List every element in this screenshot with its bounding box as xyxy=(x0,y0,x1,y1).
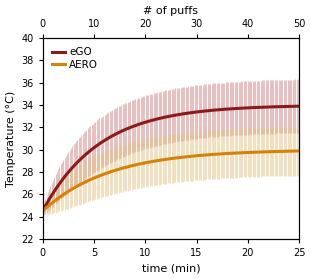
Line: eGO: eGO xyxy=(43,106,299,211)
AERO xyxy=(164,158,168,161)
AERO xyxy=(179,156,183,159)
AERO xyxy=(297,149,301,153)
eGO xyxy=(291,105,295,108)
AERO xyxy=(163,158,166,161)
Line: AERO: AERO xyxy=(43,151,299,211)
eGO xyxy=(41,209,44,213)
X-axis label: # of puffs: # of puffs xyxy=(143,6,198,16)
eGO xyxy=(163,116,166,119)
eGO xyxy=(193,110,197,114)
AERO xyxy=(193,154,197,158)
AERO xyxy=(41,209,44,213)
eGO xyxy=(179,112,183,116)
AERO xyxy=(251,151,255,154)
Legend: eGO, AERO: eGO, AERO xyxy=(50,45,100,72)
X-axis label: time (min): time (min) xyxy=(142,263,200,273)
eGO xyxy=(297,105,301,108)
eGO xyxy=(164,115,168,119)
Y-axis label: Temperature (°C): Temperature (°C) xyxy=(6,90,16,187)
AERO xyxy=(291,150,295,153)
eGO xyxy=(251,106,255,109)
